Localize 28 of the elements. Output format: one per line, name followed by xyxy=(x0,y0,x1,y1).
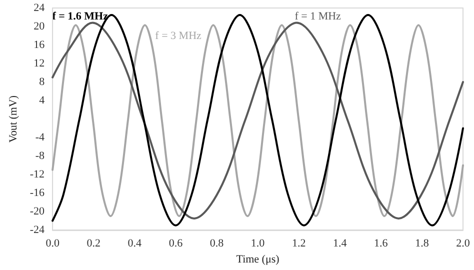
x-tick-label: 2.0 xyxy=(456,238,470,250)
x-tick-label: 0.0 xyxy=(46,238,60,250)
y-tick-label: 16 xyxy=(34,39,46,51)
x-tick-label: 1.8 xyxy=(415,238,430,250)
series-label: f = 1.6 MHz xyxy=(52,10,108,22)
y-tick-label: 20 xyxy=(34,20,46,32)
x-tick-label: 1.0 xyxy=(250,238,266,250)
y-tick-label: 4 xyxy=(39,94,46,106)
series-label: f = 1 MHz xyxy=(294,10,342,22)
x-tick-label: 0.4 xyxy=(128,238,142,250)
x-tick-label: 1.4 xyxy=(332,238,348,250)
x-tick-label: 0.8 xyxy=(210,238,224,250)
x-tick-label: 1.6 xyxy=(374,238,388,250)
y-tick-label: -4 xyxy=(35,132,46,144)
x-axis-title: Time (μs) xyxy=(236,253,280,266)
y-tick-label: 24 xyxy=(34,2,46,14)
series-label: f = 3 MHz xyxy=(155,30,202,42)
y-tick-label: -24 xyxy=(30,224,46,236)
y-tick-label: -20 xyxy=(30,206,46,218)
x-tick-label: 0.2 xyxy=(86,238,100,250)
y-tick-label: 8 xyxy=(39,76,46,88)
x-tick-label: 0.6 xyxy=(168,238,184,250)
x-tick-label: 1.2 xyxy=(292,238,306,250)
y-tick-label: 12 xyxy=(34,58,45,70)
y-tick-label: -16 xyxy=(30,187,46,199)
y-tick-label: -12 xyxy=(30,168,45,180)
y-axis-title: Vout (mV) xyxy=(8,95,20,143)
y-tick-label: -8 xyxy=(35,150,46,162)
